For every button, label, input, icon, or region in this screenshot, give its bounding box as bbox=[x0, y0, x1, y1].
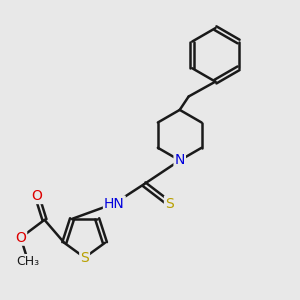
Text: HN: HN bbox=[104, 196, 125, 211]
Text: N: N bbox=[175, 153, 185, 167]
Text: S: S bbox=[165, 196, 174, 211]
Text: O: O bbox=[15, 231, 26, 245]
Text: S: S bbox=[80, 250, 89, 265]
Text: O: O bbox=[32, 189, 43, 203]
Text: CH₃: CH₃ bbox=[16, 255, 40, 268]
